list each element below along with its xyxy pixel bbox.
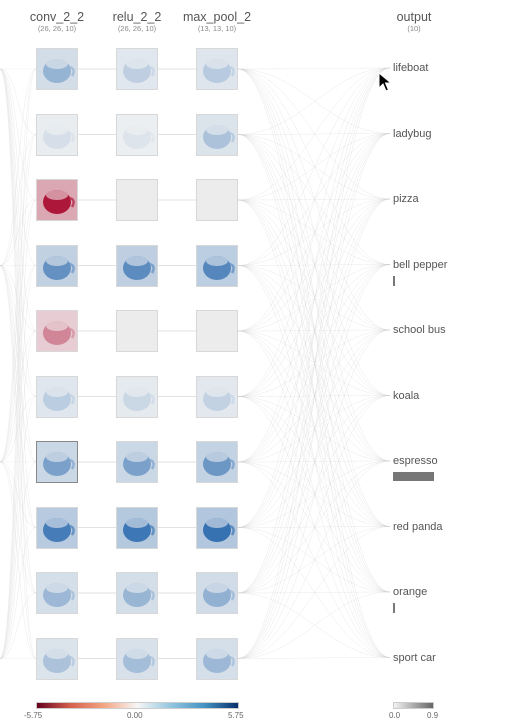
output-score-bar	[393, 603, 395, 613]
activation-cell-pool-2[interactable]	[196, 179, 238, 221]
activation-cell-pool-6[interactable]	[196, 441, 238, 483]
arrow-cursor-icon	[378, 72, 392, 92]
activation-cell-conv-0[interactable]	[36, 48, 78, 90]
legend-activation-max: 5.75	[228, 711, 244, 720]
activation-cell-relu-4[interactable]	[116, 310, 158, 352]
output-score-bar	[393, 472, 434, 481]
legend-activation-mid: 0.00	[127, 711, 143, 720]
activation-cell-conv-5[interactable]	[36, 375, 78, 418]
activation-cell-conv-4[interactable]	[36, 310, 78, 352]
activation-cell-pool-7[interactable]	[196, 506, 238, 549]
activation-cell-conv-1[interactable]	[36, 113, 78, 156]
activation-cell-relu-5[interactable]	[116, 375, 158, 418]
output-label: lifeboat	[393, 62, 429, 74]
column-shape-relu: (26, 26, 10)	[117, 24, 157, 33]
activation-cell-conv-3[interactable]	[36, 244, 78, 287]
output-label: orange	[393, 586, 428, 598]
activation-cell-relu-8[interactable]	[116, 572, 158, 614]
activation-cell-conv-6[interactable]	[36, 441, 78, 483]
output-label: ladybug	[393, 127, 432, 140]
column-shape-conv: (26, 26, 10)	[37, 24, 77, 33]
activation-cell-relu-7[interactable]	[116, 506, 158, 549]
output-label: pizza	[393, 193, 419, 205]
activation-cell-pool-0[interactable]	[196, 48, 238, 90]
output-label: red panda	[393, 520, 443, 533]
column-title-conv: conv_2_2	[29, 10, 85, 24]
column-header-output: output (10)	[359, 10, 469, 34]
activation-cell-pool-1[interactable]	[196, 113, 238, 156]
activation-cell-relu-3[interactable]	[116, 244, 158, 287]
output-label: school bus	[393, 324, 446, 336]
output-label: sport car	[393, 651, 436, 664]
activation-cell-relu-1[interactable]	[116, 113, 158, 156]
activation-cell-pool-3[interactable]	[196, 244, 238, 287]
activation-cell-conv-7[interactable]	[36, 506, 78, 549]
output-label: bell pepper	[393, 258, 448, 271]
activation-cell-conv-8[interactable]	[36, 572, 78, 614]
activation-cell-pool-9[interactable]	[196, 637, 238, 680]
column-header-maxpool: max_pool_2 (13, 13, 10)	[162, 10, 272, 34]
legend-output-max: 0.9	[427, 711, 439, 720]
activation-cell-relu-2[interactable]	[116, 179, 158, 221]
activation-cell-pool-5[interactable]	[196, 375, 238, 418]
output-score-bar	[393, 275, 395, 286]
column-title-output: output	[396, 10, 432, 24]
activation-cell-relu-6[interactable]	[116, 441, 158, 483]
column-header-conv: conv_2_2 (26, 26, 10)	[2, 10, 112, 34]
activation-cell-pool-4[interactable]	[196, 310, 238, 352]
activation-cell-relu-0[interactable]	[116, 48, 158, 90]
column-title-relu: relu_2_2	[112, 10, 162, 24]
column-title-maxpool: max_pool_2	[182, 10, 252, 24]
output-label: koala	[393, 389, 420, 402]
activation-cell-relu-9[interactable]	[116, 637, 158, 680]
activation-cell-conv-9[interactable]	[36, 637, 78, 680]
output-label: espresso	[393, 455, 438, 467]
legend-output-min: 0.0	[389, 711, 401, 720]
column-shape-maxpool: (13, 13, 10)	[197, 24, 237, 33]
column-header-relu: relu_2_2 (26, 26, 10)	[82, 10, 192, 34]
activation-cell-pool-8[interactable]	[196, 572, 238, 614]
legend-activation-min: -5.75	[24, 711, 43, 720]
activation-cell-conv-2[interactable]	[36, 179, 78, 221]
output-color-legend	[393, 702, 434, 709]
column-shape-output: (10)	[407, 24, 421, 33]
activation-color-legend	[36, 702, 239, 709]
